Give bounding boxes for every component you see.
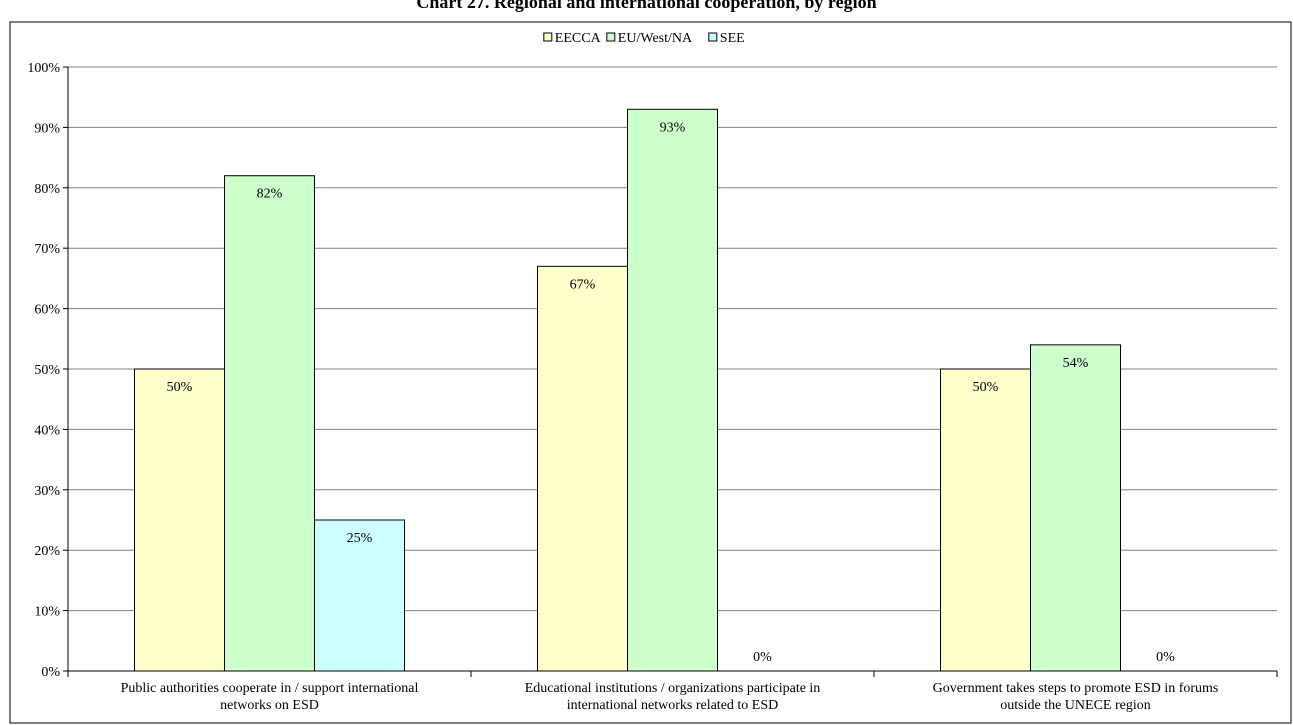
bar <box>224 175 315 672</box>
y-tick-label: 90% <box>34 121 60 136</box>
x-category-label: international networks related to ESD <box>567 698 779 713</box>
x-category-label: Government takes steps to promote ESD in… <box>933 681 1219 696</box>
y-tick-label: 70% <box>34 242 60 257</box>
y-tick-label: 20% <box>34 544 60 559</box>
y-tick-label: 40% <box>34 423 60 438</box>
y-tick-label: 10% <box>34 605 60 620</box>
legend-label: SEE <box>720 31 745 46</box>
bar <box>314 519 405 672</box>
data-label: 93% <box>660 120 686 135</box>
data-label: 67% <box>570 277 596 292</box>
legend: EECCA EU/West/NA SEE <box>543 31 745 46</box>
bar <box>537 265 628 672</box>
bar <box>627 108 718 672</box>
y-tick-label: 80% <box>34 182 60 197</box>
axes: 0% 10% 20% 30% 40% 50% 60% 70% 80% 90% 100% Public … <box>27 61 1278 713</box>
y-tick-label: 60% <box>34 303 60 318</box>
bars <box>134 108 1121 672</box>
x-category-label: Public authorities cooperate in / suppor… <box>121 681 419 696</box>
data-label: 82% <box>257 187 283 202</box>
bar <box>940 368 1031 672</box>
x-category-label: outside the UNECE region <box>1000 698 1150 713</box>
y-tick-label: 0% <box>41 665 60 680</box>
chart-title: Chart 27. Regional and international coo… <box>416 0 877 12</box>
y-tick-label: 50% <box>34 363 60 378</box>
data-label: 0% <box>1156 650 1175 665</box>
data-labels: 50% 82% 25% 67% 93% 0% 50% 54% 0% <box>167 120 1176 665</box>
legend-swatch <box>543 32 553 42</box>
y-tick-label: 30% <box>34 484 60 499</box>
y-tick-label: 100% <box>27 61 60 76</box>
legend-label: EECCA <box>555 31 602 46</box>
bar <box>134 368 225 672</box>
legend-swatch <box>708 32 718 42</box>
data-label: 0% <box>753 650 772 665</box>
bar <box>1030 344 1121 672</box>
data-label: 50% <box>167 380 193 395</box>
legend-label: EU/West/NA <box>618 31 693 46</box>
chart-area-border <box>9 21 1292 724</box>
x-category-label: networks on ESD <box>220 698 319 713</box>
data-label: 50% <box>973 380 999 395</box>
legend-swatch <box>606 32 616 42</box>
data-label: 54% <box>1063 356 1089 371</box>
data-label: 25% <box>347 531 373 546</box>
x-category-label: Educational institutions / organizations… <box>525 681 821 696</box>
